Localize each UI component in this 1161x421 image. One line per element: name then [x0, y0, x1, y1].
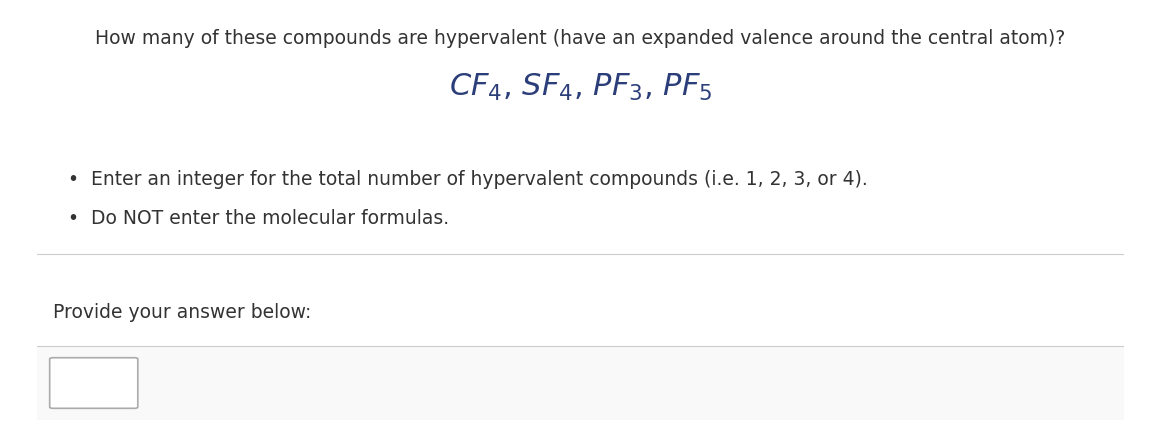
Text: Provide your answer below:: Provide your answer below: — [53, 304, 311, 322]
Text: Do NOT enter the molecular formulas.: Do NOT enter the molecular formulas. — [91, 209, 449, 228]
Text: Enter an integer for the total number of hypervalent compounds (i.e. 1, 2, 3, or: Enter an integer for the total number of… — [91, 170, 867, 189]
FancyBboxPatch shape — [50, 358, 138, 408]
Text: $\mathit{CF}_4\mathregular{,}\ \mathit{SF}_4\mathregular{,}\ \mathit{PF}_3\mathr: $\mathit{CF}_4\mathregular{,}\ \mathit{S… — [449, 72, 712, 103]
Text: •: • — [67, 170, 78, 189]
FancyBboxPatch shape — [37, 346, 1124, 420]
Text: How many of these compounds are hypervalent (have an expanded valence around the: How many of these compounds are hyperval… — [95, 29, 1066, 48]
Text: •: • — [67, 209, 78, 228]
